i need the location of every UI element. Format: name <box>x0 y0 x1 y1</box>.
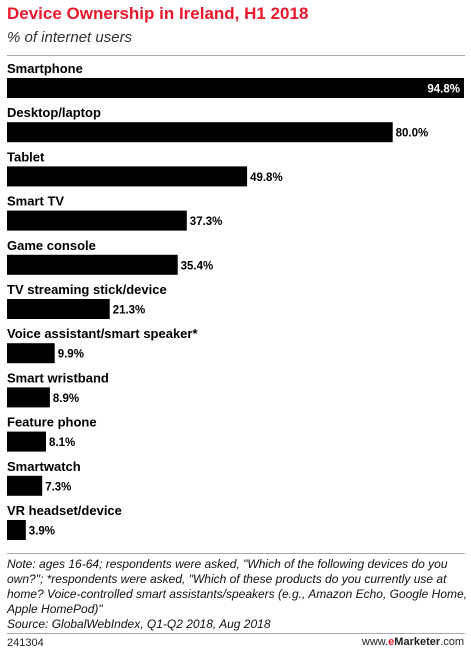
bar <box>7 520 26 540</box>
data-label: 35.4% <box>181 260 214 272</box>
data-label: 49.8% <box>250 172 283 184</box>
bar <box>7 122 393 143</box>
notes-block: Note: ages 16-64; respondents were asked… <box>7 557 467 632</box>
data-label: 8.1% <box>49 437 75 449</box>
data-label: 7.3% <box>45 481 71 493</box>
header-divider <box>7 55 465 56</box>
category-label: TV streaming stick/device <box>7 282 167 297</box>
chart-title: Device Ownership in Ireland, H1 2018 <box>7 4 309 23</box>
data-label: 3.9% <box>29 526 55 538</box>
bar <box>7 166 248 187</box>
brand-logo[interactable]: www.eMarketer.com <box>362 636 464 648</box>
footer-divider <box>7 633 465 634</box>
bar <box>7 387 50 408</box>
category-label: Voice assistant/smart speaker* <box>7 326 198 341</box>
bar <box>7 210 187 231</box>
brand-prefix: www. <box>361 636 389 648</box>
category-label: Smartphone <box>7 61 83 76</box>
category-label: Feature phone <box>7 415 97 430</box>
chart-id: 241304 <box>7 637 44 649</box>
category-label: Desktop/laptop <box>7 105 101 120</box>
category-label: VR headset/device <box>7 503 122 518</box>
category-label: Smartwatch <box>7 459 81 474</box>
brand-name: Marketer <box>394 636 441 648</box>
data-label: 21.3% <box>113 305 146 317</box>
bar <box>7 78 464 98</box>
notes-divider <box>7 553 465 554</box>
category-label: Tablet <box>7 149 45 164</box>
data-label: 80.0% <box>396 128 429 140</box>
bar-chart: Smartphone 94.8% Desktop/laptop 80.0% Tablet… <box>7 61 464 540</box>
bar <box>7 475 43 496</box>
bar <box>7 299 110 319</box>
note-text: Note: ages 16-64; respondents were asked… <box>7 557 467 616</box>
source-text: Source: GlobalWebIndex, Q1-Q2 2018, Aug … <box>7 617 271 631</box>
brand-mark: e <box>388 636 395 648</box>
data-label: 37.3% <box>190 216 223 228</box>
bar <box>7 254 178 275</box>
bar <box>7 431 46 452</box>
bar <box>7 343 55 364</box>
data-label: 94.8% <box>427 84 460 96</box>
category-label: Game console <box>7 238 96 253</box>
brand-suffix: .com <box>440 636 464 648</box>
data-label: 8.9% <box>53 393 79 405</box>
category-label: Smart wristband <box>7 370 109 385</box>
data-label: 9.9% <box>58 349 84 361</box>
category-label: Smart TV <box>7 194 64 209</box>
chart-subtitle: % of internet users <box>7 29 133 46</box>
